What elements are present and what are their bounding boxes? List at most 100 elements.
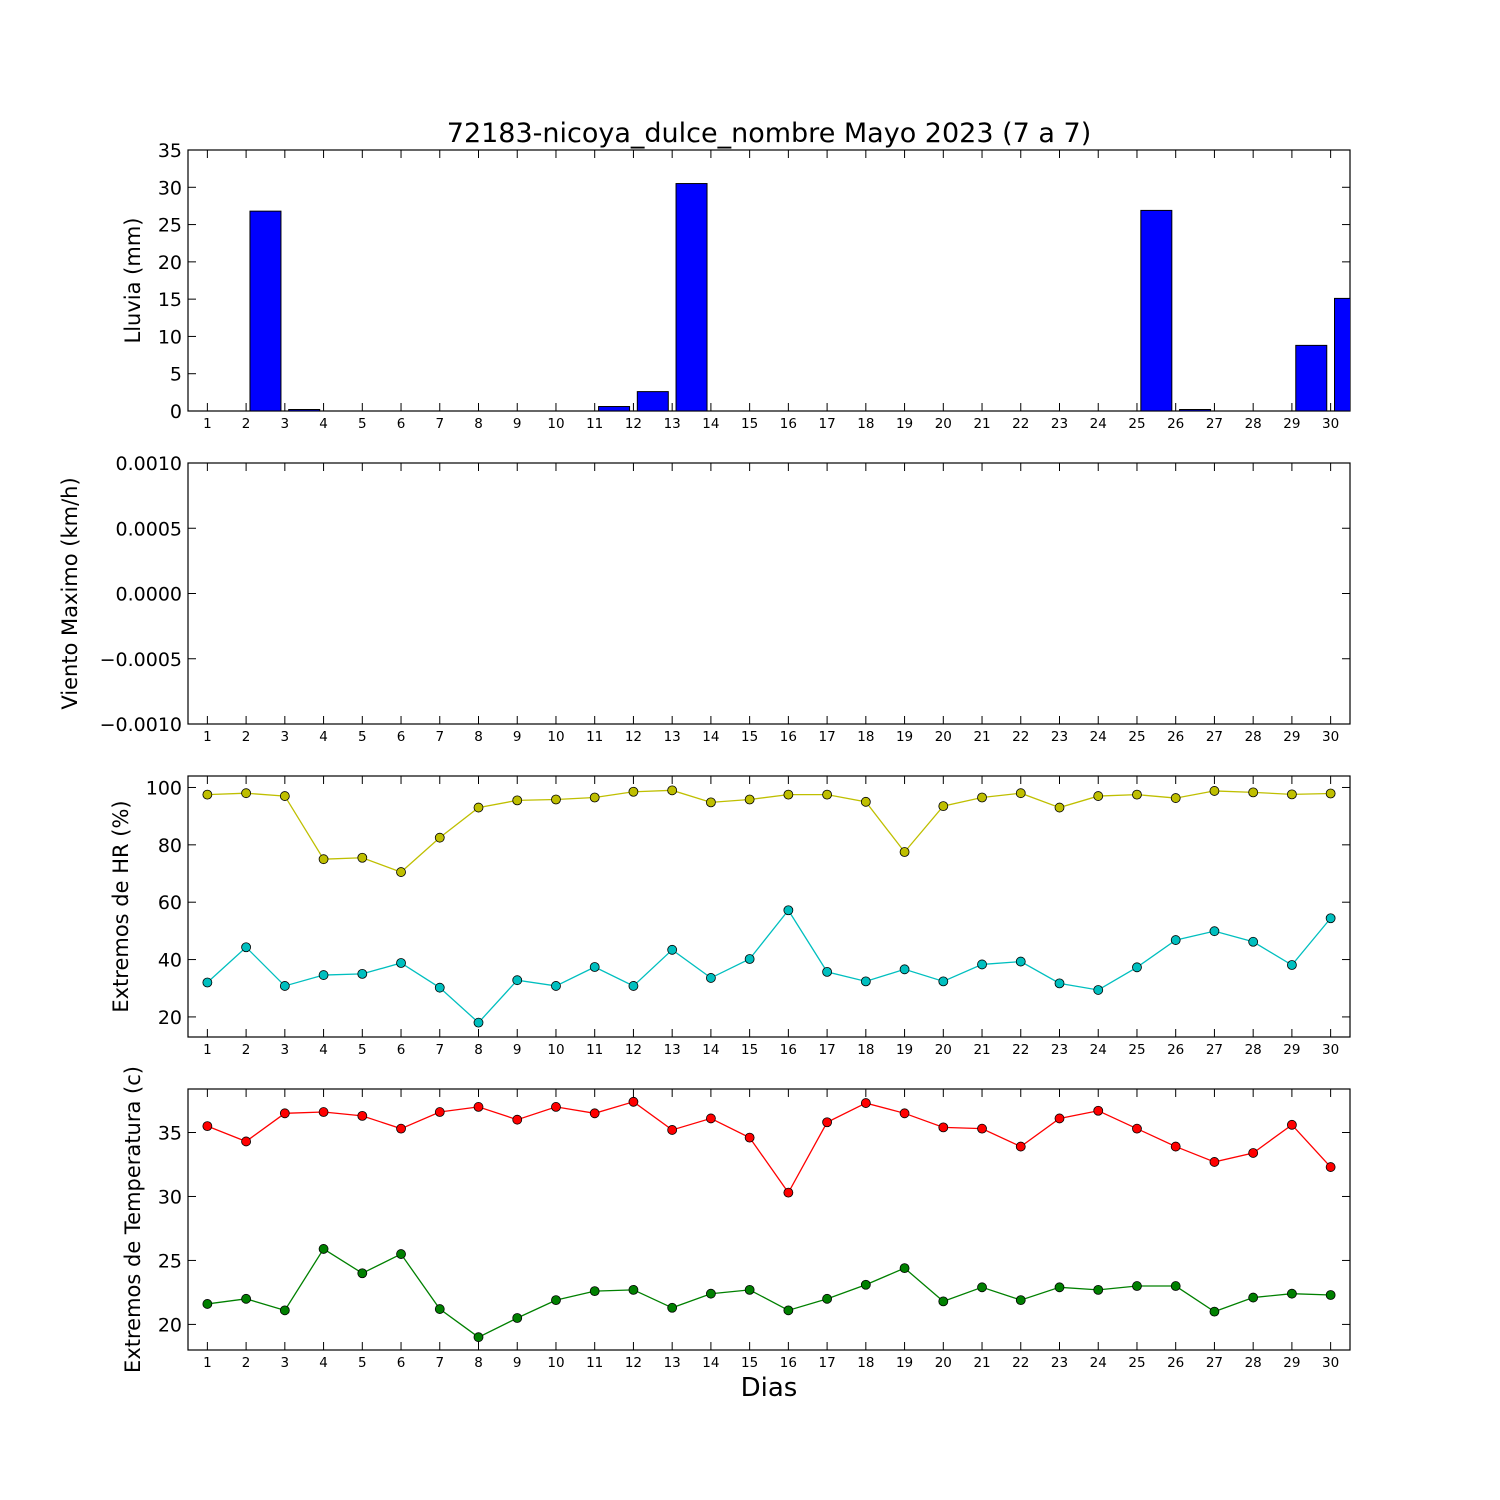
temperature-point-1 (1132, 1123, 1142, 1134)
temperature-point-1 (628, 1096, 639, 1107)
temperature-xtick-label: 10 (547, 1355, 564, 1371)
rain-xtick-label: 17 (819, 416, 836, 432)
temperature-xtick-label: 16 (780, 1355, 797, 1371)
temperature-point-1 (1287, 1119, 1297, 1130)
rain-xtick-label: 16 (780, 416, 797, 432)
rain-bar (1179, 409, 1212, 411)
humidity-y-axis-label: Extremos de HR (%) (109, 800, 133, 1012)
humidity-point-2 (434, 982, 445, 993)
humidity-series-line-1 (207, 789, 1331, 873)
humidity-point-2 (1093, 985, 1104, 995)
temperature-xtick-label: 18 (857, 1355, 874, 1371)
temperature-point-1 (1015, 1141, 1026, 1152)
temperature-plot-area (202, 1096, 1336, 1343)
humidity-point-2 (1132, 962, 1142, 973)
temperature-point-1 (783, 1187, 794, 1198)
humidity-xtick-label: 3 (281, 1042, 290, 1058)
humidity-xtick-label: 19 (896, 1042, 913, 1058)
temperature-point-2 (473, 1332, 484, 1343)
rain-ytick-label: 25 (158, 215, 182, 237)
wind-xtick-label: 23 (1051, 729, 1068, 745)
temperature-xtick-label: 13 (664, 1355, 681, 1371)
humidity-xtick-label: 13 (664, 1042, 681, 1058)
temperature-point-1 (744, 1132, 755, 1143)
temperature-point-1 (473, 1102, 484, 1112)
temperature-xtick-label: 14 (702, 1355, 719, 1371)
rain-xtick-label: 22 (1012, 416, 1029, 432)
temperature-xtick-label: 7 (435, 1355, 444, 1371)
humidity-xtick-label: 8 (474, 1042, 483, 1058)
temperature-point-1 (706, 1113, 716, 1124)
humidity-point-1 (241, 788, 252, 799)
rain-xtick-label: 18 (857, 416, 874, 432)
temperature-point-2 (1287, 1288, 1297, 1299)
humidity-xtick-label: 4 (319, 1042, 328, 1058)
humidity-xtick-label: 30 (1322, 1042, 1339, 1058)
wind-xtick-label: 13 (664, 729, 681, 745)
temperature-xtick-label: 11 (586, 1355, 603, 1371)
rain-xtick-label: 21 (973, 416, 990, 432)
humidity-point-1 (783, 789, 794, 800)
temperature-xtick-label: 24 (1090, 1355, 1107, 1371)
humidity-point-1 (434, 832, 445, 843)
rain-xtick-label: 6 (397, 416, 406, 432)
humidity-point-1 (1248, 787, 1259, 798)
temperature-point-1 (1209, 1157, 1220, 1167)
temperature-point-1 (202, 1121, 213, 1132)
temperature-point-2 (1248, 1292, 1259, 1303)
humidity-point-1 (396, 867, 406, 877)
temperature-point-1 (860, 1098, 871, 1108)
humidity-point-1 (899, 847, 910, 857)
rain-xtick-label: 14 (702, 416, 719, 432)
humidity-point-2 (899, 964, 910, 975)
humidity-xtick-label: 15 (741, 1042, 758, 1058)
temperature-xtick-label: 9 (513, 1355, 522, 1371)
temperature-xtick-label: 6 (397, 1355, 406, 1371)
rain-xtick-label: 23 (1051, 416, 1068, 432)
temperature-point-2 (744, 1284, 755, 1295)
humidity-point-1 (1054, 802, 1065, 813)
temperature-xtick-label: 15 (741, 1355, 758, 1371)
temperature-point-2 (783, 1305, 794, 1316)
humidity-xtick-label: 2 (242, 1042, 251, 1058)
humidity-xtick-label: 26 (1167, 1042, 1184, 1058)
humidity-point-2 (1248, 936, 1259, 947)
temperature-point-2 (1054, 1282, 1065, 1293)
humidity-point-2 (822, 966, 832, 977)
rain-bar (249, 210, 282, 411)
temperature-point-1 (1054, 1113, 1065, 1124)
humidity-point-1 (512, 795, 523, 806)
rain-xtick-label: 10 (547, 416, 564, 432)
humidity-point-1 (318, 854, 329, 865)
temperature-point-1 (667, 1125, 678, 1135)
rain-ytick-label: 20 (158, 252, 182, 274)
temperature-point-2 (589, 1286, 600, 1297)
temperature-point-1 (434, 1107, 445, 1117)
humidity-xtick-label: 10 (547, 1042, 564, 1058)
humidity-point-2 (628, 981, 639, 991)
humidity-point-2 (1209, 926, 1220, 937)
rain-xtick-label: 7 (435, 416, 444, 432)
wind-xtick-label: 21 (973, 729, 990, 745)
temperature-series-line-2 (207, 1248, 1331, 1338)
humidity-point-1 (1015, 788, 1026, 799)
temperature-xtick-label: 23 (1051, 1355, 1068, 1371)
wind-xtick-label: 2 (242, 729, 251, 745)
humidity-point-1 (860, 796, 871, 807)
humidity-xtick-label: 29 (1283, 1042, 1300, 1058)
rain-xtick-label: 1 (203, 416, 212, 432)
humidity-point-1 (938, 801, 949, 812)
temperature-xtick-label: 28 (1245, 1355, 1262, 1371)
wind-xtick-label: 12 (625, 729, 642, 745)
humidity-point-1 (1132, 789, 1142, 800)
temperature-series-line-1 (207, 1101, 1332, 1194)
temperature-xtick-label: 19 (896, 1355, 913, 1371)
humidity-xtick-label: 25 (1128, 1042, 1145, 1058)
humidity-series-line-2 (206, 909, 1332, 1024)
temperature-point-1 (318, 1107, 329, 1117)
temperature-point-1 (822, 1117, 832, 1128)
humidity-ytick-label: 100 (146, 777, 182, 799)
